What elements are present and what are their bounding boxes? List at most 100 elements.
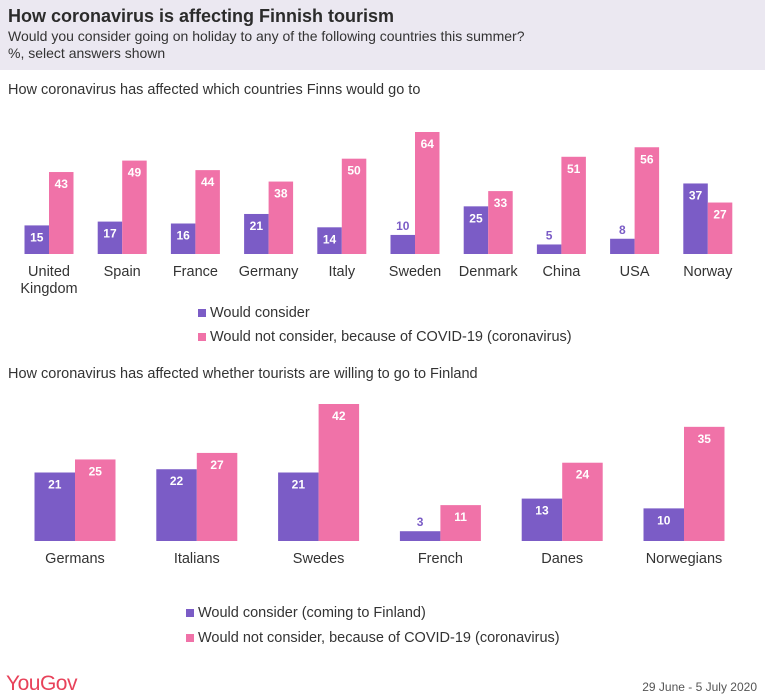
data-label: 25 — [89, 464, 103, 478]
data-label: 17 — [103, 227, 117, 241]
data-label: 56 — [640, 152, 654, 166]
data-label: 21 — [292, 478, 306, 492]
category-label: Italy — [329, 264, 356, 280]
bar-consider — [34, 472, 75, 541]
data-label: 50 — [347, 164, 361, 178]
bar-consider — [463, 206, 489, 254]
bar-consider — [683, 183, 708, 254]
category-label: China — [542, 264, 581, 280]
bar-not-consider — [75, 459, 116, 541]
chart-title-tourists: How coronavirus has affected whether tou… — [8, 366, 478, 382]
data-label: 43 — [55, 177, 69, 191]
bar-not-consider — [634, 147, 660, 254]
category-label: French — [418, 551, 463, 567]
bar-not-consider — [196, 452, 238, 541]
bar-consider — [278, 472, 319, 541]
data-label: 27 — [210, 458, 224, 472]
bar-not-consider — [341, 158, 367, 254]
legend-label: Would not consider, because of COVID-19 … — [210, 329, 572, 345]
category-label: Spain — [104, 264, 141, 280]
legend-consider-tourists: Would consider (coming to Finland) — [186, 605, 426, 621]
bar-consider — [610, 238, 635, 254]
bar-not-consider — [268, 181, 294, 254]
bar-not-consider — [561, 156, 586, 254]
data-label: 27 — [713, 208, 727, 222]
data-label: 14 — [323, 232, 337, 246]
legend-not-consider-tourists: Would not consider, because of COVID-19 … — [186, 630, 560, 646]
bar-not-consider — [122, 160, 147, 254]
category-label: Sweden — [389, 264, 441, 280]
data-label: 10 — [657, 513, 671, 527]
category-label: United — [28, 264, 70, 280]
bar-consider — [97, 221, 123, 254]
category-label: Swedes — [293, 551, 345, 567]
data-label: 3 — [417, 515, 424, 529]
bar-consider — [170, 223, 196, 254]
chart-title-countries: How coronavirus has affected which count… — [8, 82, 421, 98]
data-label: 16 — [176, 229, 190, 243]
bar-consider — [390, 234, 415, 254]
legend-swatch-consider — [186, 609, 194, 617]
bar-consider — [521, 498, 563, 541]
data-label: 44 — [201, 175, 215, 189]
bar-consider — [643, 508, 684, 541]
legend-label: Would consider — [210, 305, 310, 321]
category-label: Germans — [45, 551, 105, 567]
data-label: 10 — [396, 219, 410, 233]
bar-not-consider — [195, 170, 220, 254]
data-label: 8 — [619, 223, 626, 237]
category-label: Norwegians — [646, 551, 723, 567]
category-label: Italians — [174, 551, 220, 567]
category-label: France — [173, 264, 218, 280]
bar-consider — [24, 225, 49, 254]
data-label: 21 — [48, 478, 62, 492]
category-label: Kingdom — [20, 281, 77, 297]
yougov-logo: YouGov — [6, 672, 77, 695]
legend-consider-countries: Would consider — [198, 305, 310, 321]
category-label: Germany — [239, 264, 299, 280]
bar-not-consider — [49, 172, 74, 254]
data-label: 37 — [689, 188, 703, 202]
data-label: 15 — [30, 230, 44, 244]
data-label: 35 — [698, 432, 712, 446]
page-title: How coronavirus is affecting Finnish tou… — [8, 6, 395, 26]
data-label: 51 — [567, 162, 581, 176]
legend-label: Would consider (coming to Finland) — [198, 605, 426, 621]
data-label: 25 — [469, 211, 483, 225]
bar-not-consider — [440, 505, 481, 541]
data-label: 64 — [421, 137, 435, 151]
bar-not-consider — [415, 132, 440, 254]
data-label: 38 — [274, 187, 288, 201]
data-label: 42 — [332, 409, 346, 423]
bar-not-consider — [488, 191, 513, 254]
legend-swatch-not-consider — [198, 333, 206, 341]
bar-not-consider — [707, 202, 733, 254]
category-label: Norway — [683, 264, 733, 280]
data-label: 24 — [576, 468, 590, 482]
data-label: 33 — [494, 196, 508, 210]
page-note: %, select answers shown — [8, 45, 166, 61]
data-label: 21 — [250, 219, 264, 233]
data-label: 5 — [546, 228, 553, 242]
bar-consider — [399, 531, 441, 541]
data-label: 11 — [454, 510, 467, 524]
bar-consider — [156, 469, 197, 541]
data-label: 22 — [170, 474, 184, 488]
header-band: How coronavirus is affecting Finnish tou… — [0, 0, 765, 70]
bar-chart-tourists: 21 25 Germans 22 27 Italians 21 42 Swedes 3 11 Fren… — [34, 404, 725, 567]
bar-not-consider — [318, 404, 360, 541]
bar-consider — [244, 213, 269, 254]
bar-consider — [317, 227, 342, 254]
data-label: 13 — [535, 504, 549, 518]
fieldwork-date: 29 June - 5 July 2020 — [642, 680, 757, 694]
data-label: 49 — [128, 166, 142, 180]
bar-not-consider — [684, 426, 725, 541]
legend-swatch-consider — [198, 309, 206, 317]
category-label: Denmark — [459, 264, 519, 280]
bar-consider — [536, 244, 562, 254]
page-subtitle: Would you consider going on holiday to a… — [8, 28, 525, 44]
legend-not-consider-countries: Would not consider, because of COVID-19 … — [198, 329, 572, 345]
category-label: USA — [620, 264, 650, 280]
bar-not-consider — [562, 462, 603, 541]
